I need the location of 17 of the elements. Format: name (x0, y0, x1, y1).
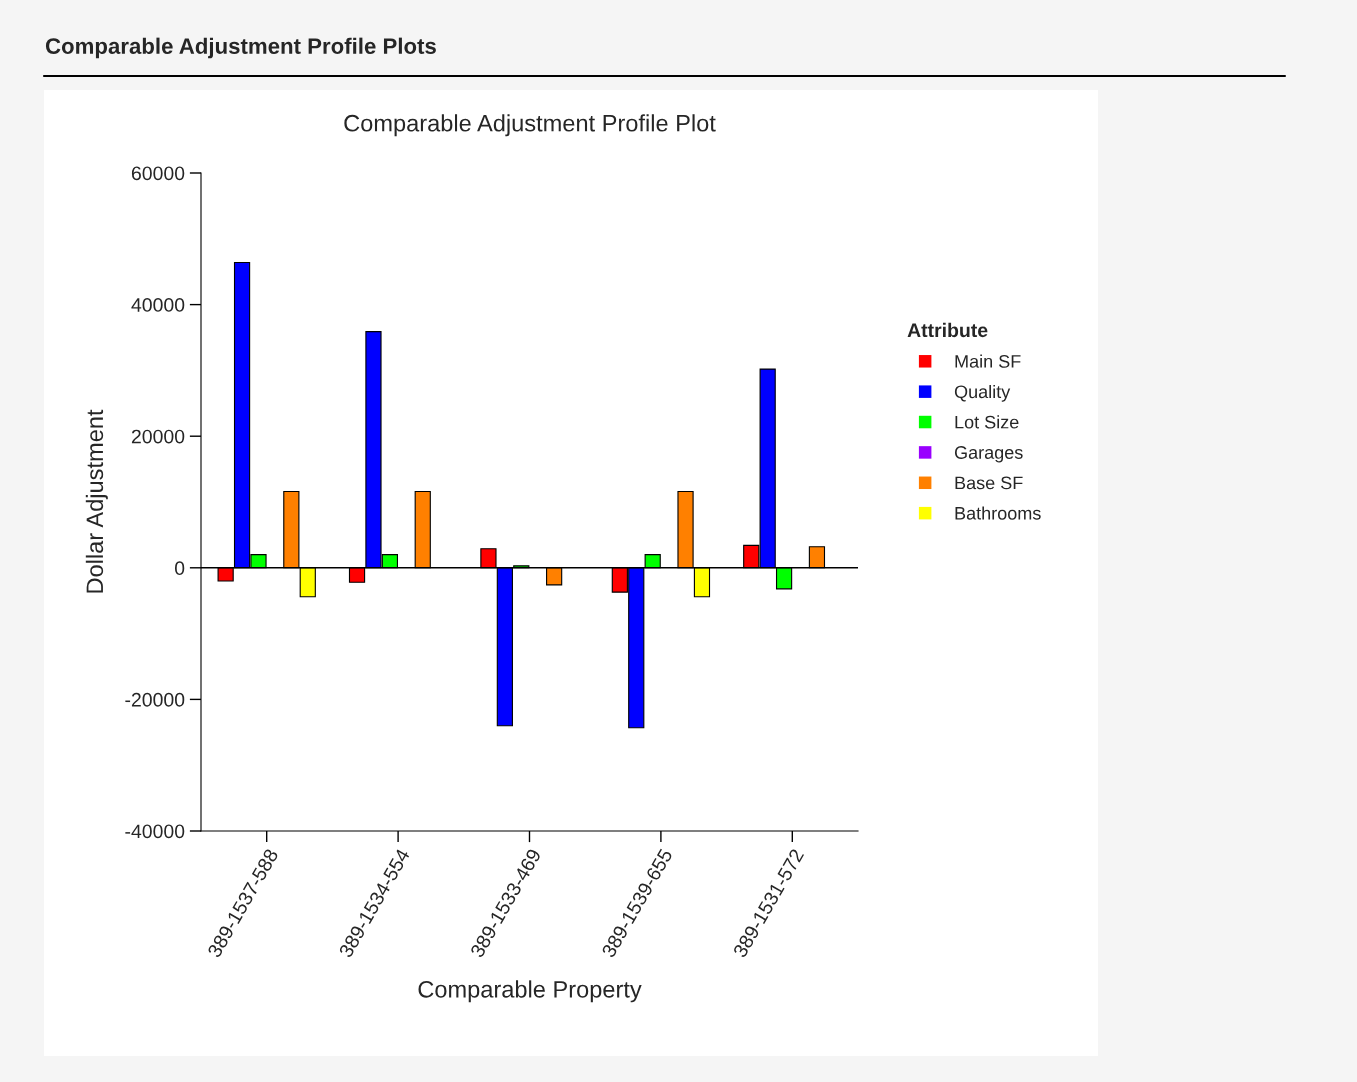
y-tick-label: -20000 (125, 692, 185, 707)
legend-label: Base SF (955, 476, 1023, 490)
y-axis-title: Dollar Adjustment (85, 409, 108, 593)
y-tick-label: 60000 (131, 166, 185, 181)
legend-label: Quality (954, 384, 1011, 402)
legend-label: Main SF (955, 354, 1021, 368)
text: Comparable Adjustment Profile Plots (45, 37, 436, 59)
legend-label: Bathrooms (955, 506, 1041, 520)
legend-label: Garages (954, 446, 1023, 463)
y-tick-label: 0 (174, 561, 185, 576)
y-tick-label: -40000 (125, 824, 185, 839)
y-tick-label: 20000 (131, 429, 185, 444)
y-tick-label: 40000 (131, 298, 185, 312)
x-axis-title: Comparable Property (418, 980, 642, 1003)
legend-label: Lot Size (955, 415, 1019, 429)
chart-title: Comparable Adjustment Profile Plot (344, 114, 716, 137)
legend-title: Attribute (907, 322, 988, 338)
